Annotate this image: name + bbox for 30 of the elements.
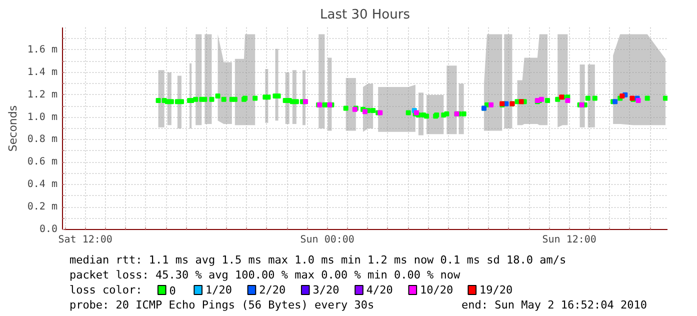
y-tick-label: 0.0 [39, 224, 58, 235]
legend-label: 0 [169, 284, 176, 298]
legend-label: 1/20 [205, 284, 232, 296]
x-tick-label: Sat 12:00 [58, 234, 112, 246]
text: probe: 20 ICMP Echo Pings (56 Bytes) every 30s [69, 298, 374, 312]
legend-label: 3/20 [312, 284, 340, 296]
legend-label: 10/20 [420, 284, 454, 296]
point [488, 102, 494, 108]
text: packet loss: 45.30 % avg 100.00 % max 0.00 % min 0.00 % now [69, 268, 461, 282]
y-axis-title: Seconds [6, 105, 20, 152]
x-tick-label: Sun 00:00 [300, 234, 354, 246]
legend-label: 4/20 [366, 284, 393, 296]
legend-label: 19/20 [479, 284, 513, 296]
chart-title: Last 30 Hours [320, 8, 410, 22]
point [362, 109, 368, 114]
y-tick-label: 1.6 m [27, 44, 58, 56]
legend-label: 2/20 [259, 284, 286, 296]
y-tick-label: 0.6 m [27, 156, 58, 168]
text: median rtt: 1.1 ms avg 1.5 ms max 1.0 ms min 1.2 ms now 0.1 ms sd 18.0 am/s [69, 254, 566, 266]
y-tick-label: 1.4 m [27, 66, 58, 78]
y-tick-label: 0.8 m [27, 134, 58, 146]
point [620, 93, 625, 98]
text: end: Sun May 2 16:52:04 2010 [462, 298, 647, 312]
x-tick-label: Sun 12:00 [542, 234, 596, 246]
y-tick-label: 1.2 m [27, 89, 58, 100]
point [565, 98, 570, 103]
y-tick-label: 0.2 m [27, 202, 58, 213]
legend-title: loss color: [69, 284, 142, 296]
y-tick-label: 0.4 m [27, 179, 58, 190]
y-tick-label: 1.0 m [27, 112, 58, 123]
